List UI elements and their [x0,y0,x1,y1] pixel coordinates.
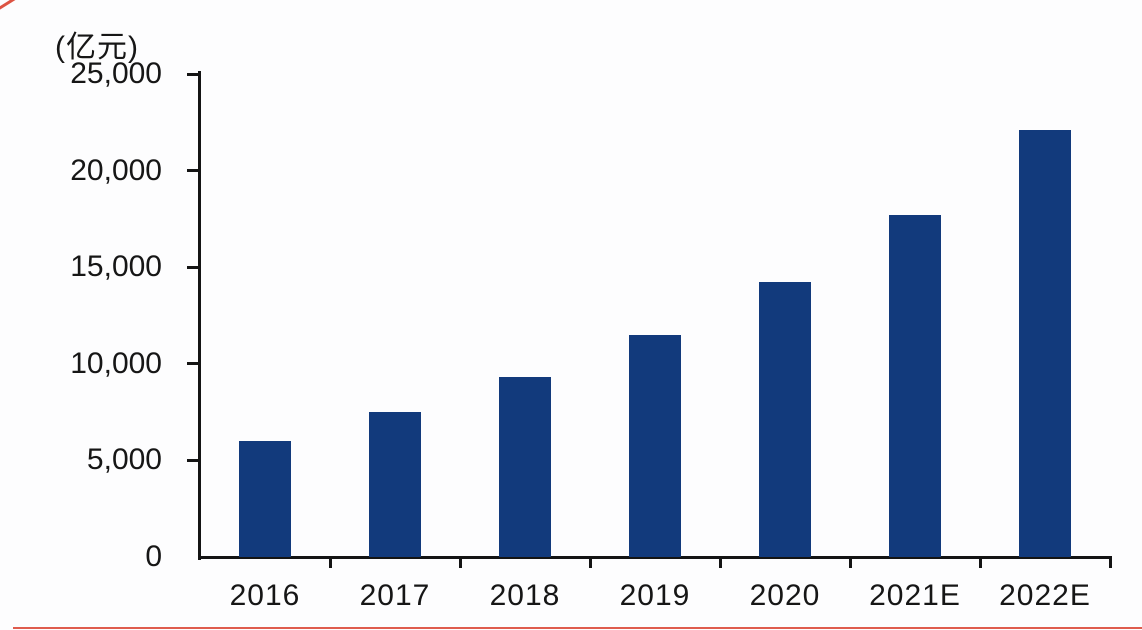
bar [629,334,681,557]
x-tick-mark [848,556,852,568]
x-tick-mark [458,556,462,568]
y-tick-mark [187,72,200,76]
x-tick-mark [1108,556,1112,568]
x-tick-label: 2019 [619,579,691,612]
bar [889,215,941,557]
y-tick-mark [187,362,200,366]
bar [759,281,811,557]
bar [1019,130,1071,557]
x-tick-label: 2021E [869,579,961,612]
y-tick-label: 25,000 [70,57,162,90]
x-tick-mark [328,556,332,568]
x-tick-label: 2018 [489,579,561,612]
x-tick-label: 2020 [749,579,821,612]
red-corner-mark [0,0,18,11]
red-bottom-line [13,627,1142,629]
y-tick-label: 20,000 [70,153,162,187]
y-tick-label: 15,000 [70,250,162,284]
x-tick-mark [718,556,722,568]
x-axis-line [198,556,1110,559]
y-tick-mark [187,265,200,269]
x-tick-label: 2016 [229,579,301,612]
bar [369,412,421,557]
y-tick-label: 5,000 [86,443,162,477]
x-tick-mark [978,556,982,568]
bar [239,441,291,557]
y-tick-label: 10,000 [70,346,162,380]
bar [499,377,551,557]
y-axis-unit-label: (亿元) [55,31,139,64]
y-axis-line [198,71,201,560]
x-tick-label: 2022E [999,579,1091,612]
x-tick-label: 2017 [359,579,431,612]
x-tick-mark [588,556,592,568]
y-tick-mark [187,169,200,173]
y-tick-mark [187,458,200,462]
y-tick-label: 0 [145,540,162,573]
